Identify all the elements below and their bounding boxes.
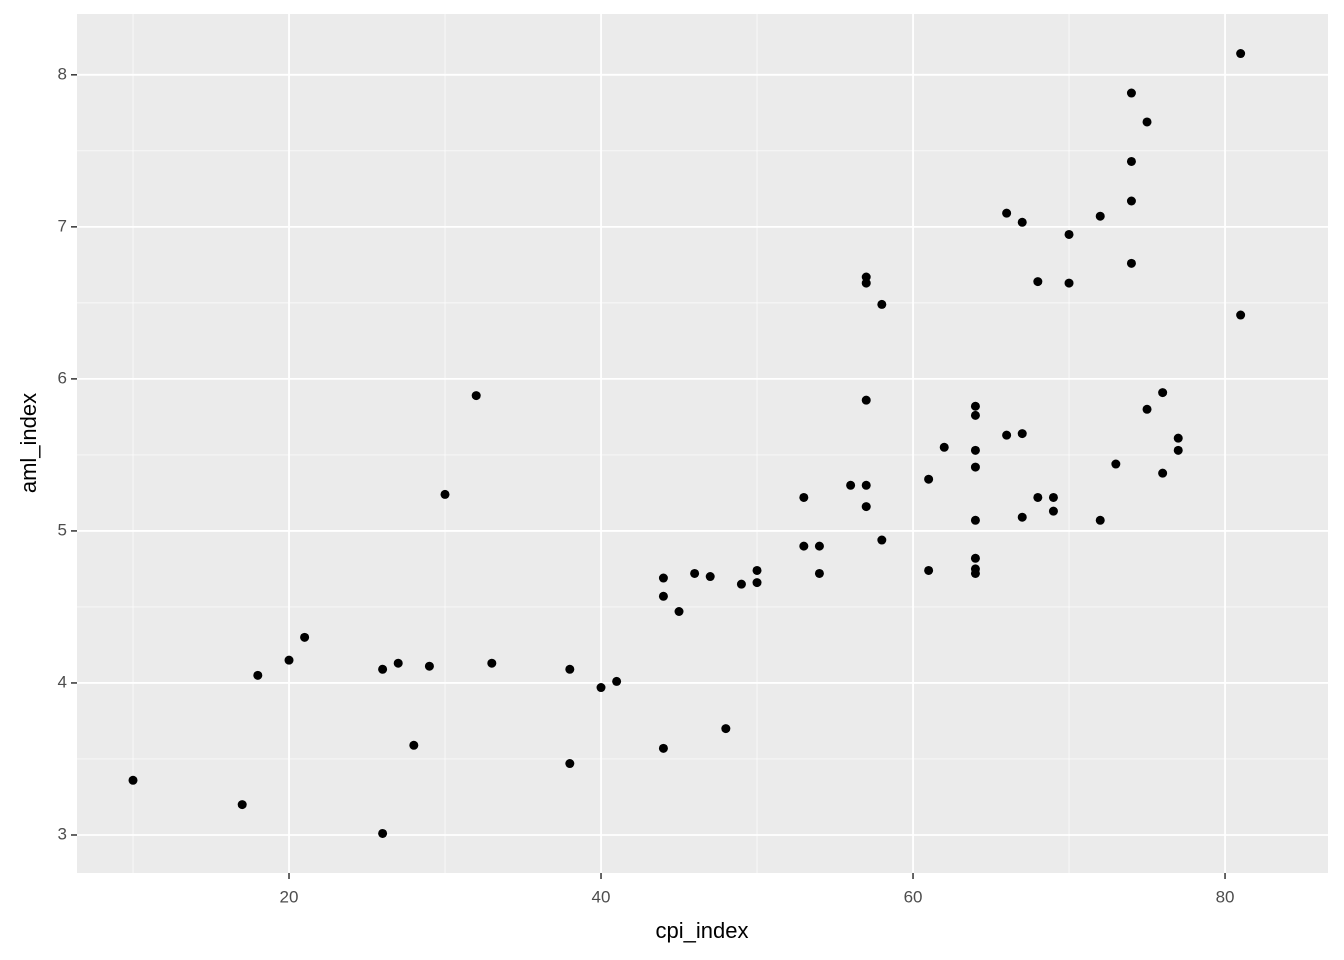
point bbox=[1017, 429, 1027, 439]
point bbox=[409, 740, 419, 750]
point bbox=[752, 565, 762, 575]
point bbox=[487, 658, 497, 668]
point bbox=[721, 724, 731, 734]
point bbox=[1158, 468, 1168, 478]
point bbox=[690, 568, 700, 578]
point bbox=[128, 775, 138, 785]
panel bbox=[77, 14, 1328, 873]
y-tick-label: 5 bbox=[58, 520, 67, 539]
point bbox=[1033, 492, 1043, 502]
point bbox=[861, 395, 871, 405]
point bbox=[736, 579, 746, 589]
point bbox=[1064, 229, 1074, 239]
x-tick-label: 40 bbox=[592, 887, 611, 906]
point bbox=[378, 664, 388, 674]
point bbox=[970, 553, 980, 563]
point bbox=[1236, 49, 1246, 59]
point bbox=[253, 670, 263, 680]
point bbox=[1126, 88, 1136, 98]
point bbox=[565, 664, 575, 674]
y-tick-label: 4 bbox=[58, 672, 67, 691]
point bbox=[924, 474, 934, 484]
point bbox=[861, 278, 871, 288]
point bbox=[1002, 430, 1012, 440]
grid bbox=[77, 14, 1328, 873]
point bbox=[658, 743, 668, 753]
point bbox=[877, 535, 887, 545]
point bbox=[612, 676, 622, 686]
y-tick-label: 8 bbox=[58, 64, 67, 83]
point bbox=[970, 515, 980, 525]
point bbox=[1017, 512, 1027, 522]
point bbox=[1142, 117, 1152, 127]
y-tick-label: 7 bbox=[58, 216, 67, 235]
point bbox=[658, 591, 668, 601]
point bbox=[1236, 310, 1246, 320]
point bbox=[752, 578, 762, 588]
point bbox=[471, 391, 481, 401]
y-axis-title: aml_index bbox=[16, 393, 41, 493]
point bbox=[1017, 217, 1027, 227]
point bbox=[1173, 433, 1183, 443]
point bbox=[1142, 404, 1152, 414]
point bbox=[424, 661, 434, 671]
point bbox=[799, 492, 809, 502]
point bbox=[814, 568, 824, 578]
point bbox=[877, 299, 887, 309]
point bbox=[1158, 388, 1168, 398]
point bbox=[565, 759, 575, 769]
point bbox=[1126, 196, 1136, 206]
x-tick-label: 80 bbox=[1216, 887, 1235, 906]
point bbox=[970, 401, 980, 411]
point bbox=[1126, 258, 1136, 268]
point bbox=[393, 658, 403, 668]
point bbox=[237, 800, 247, 810]
point bbox=[284, 655, 294, 665]
point bbox=[1048, 506, 1058, 516]
y-tick-label: 6 bbox=[58, 368, 67, 387]
x-tick-label: 20 bbox=[280, 887, 299, 906]
point bbox=[970, 568, 980, 578]
point bbox=[970, 410, 980, 420]
point bbox=[970, 462, 980, 472]
point bbox=[1033, 277, 1043, 287]
point bbox=[1064, 278, 1074, 288]
point bbox=[658, 573, 668, 583]
point bbox=[1111, 459, 1121, 469]
point bbox=[378, 828, 388, 838]
point bbox=[861, 502, 871, 512]
x-tick-label: 60 bbox=[904, 887, 923, 906]
point bbox=[440, 489, 450, 499]
point bbox=[970, 445, 980, 455]
point bbox=[300, 632, 310, 642]
point bbox=[1173, 445, 1183, 455]
point bbox=[939, 442, 949, 452]
y-tick-label: 3 bbox=[58, 824, 67, 843]
point bbox=[1048, 492, 1058, 502]
point bbox=[814, 541, 824, 551]
point bbox=[596, 683, 606, 693]
point bbox=[1126, 156, 1136, 166]
point bbox=[705, 572, 715, 582]
point bbox=[1095, 211, 1105, 221]
point bbox=[1002, 208, 1012, 218]
points bbox=[128, 49, 1246, 838]
x-axis-title: cpi_index bbox=[656, 918, 749, 943]
point bbox=[799, 541, 809, 551]
point bbox=[1095, 515, 1105, 525]
point bbox=[861, 480, 871, 490]
point bbox=[924, 565, 934, 575]
point bbox=[846, 480, 856, 490]
point bbox=[674, 606, 684, 616]
